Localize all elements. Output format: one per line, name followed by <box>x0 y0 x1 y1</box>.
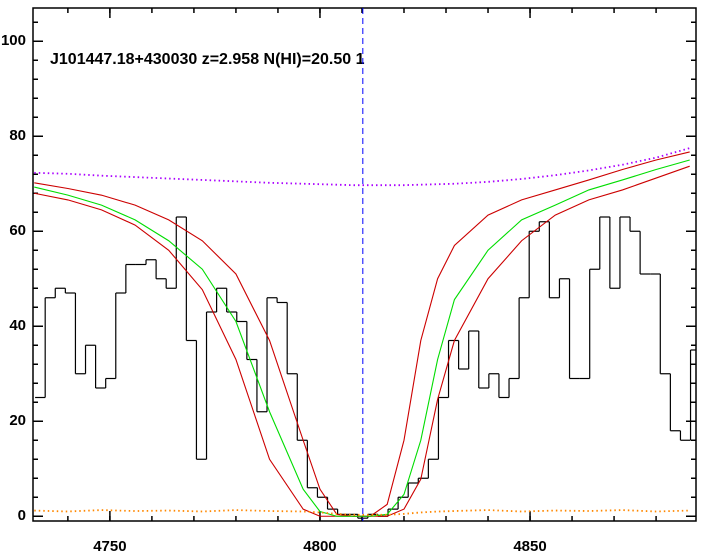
plot-area <box>34 8 696 521</box>
x-tick-label: 4750 <box>93 538 126 555</box>
y-tick-label: 100 <box>1 32 26 49</box>
chart-title: J101447.18+430030 z=2.958 N(HI)=20.50 1 <box>50 51 365 68</box>
x-tick-label: 4800 <box>303 538 336 555</box>
y-tick-label: 60 <box>9 222 26 239</box>
model-line <box>34 509 690 516</box>
y-tick-label: 40 <box>9 317 26 334</box>
x-tick-label: 4850 <box>513 538 546 555</box>
model-line <box>34 151 690 517</box>
model-line <box>34 159 690 517</box>
plot-frame <box>32 7 697 522</box>
y-tick-label: 0 <box>18 507 26 524</box>
y-tick-label: 20 <box>9 412 26 429</box>
y-tick-label: 80 <box>9 127 26 144</box>
